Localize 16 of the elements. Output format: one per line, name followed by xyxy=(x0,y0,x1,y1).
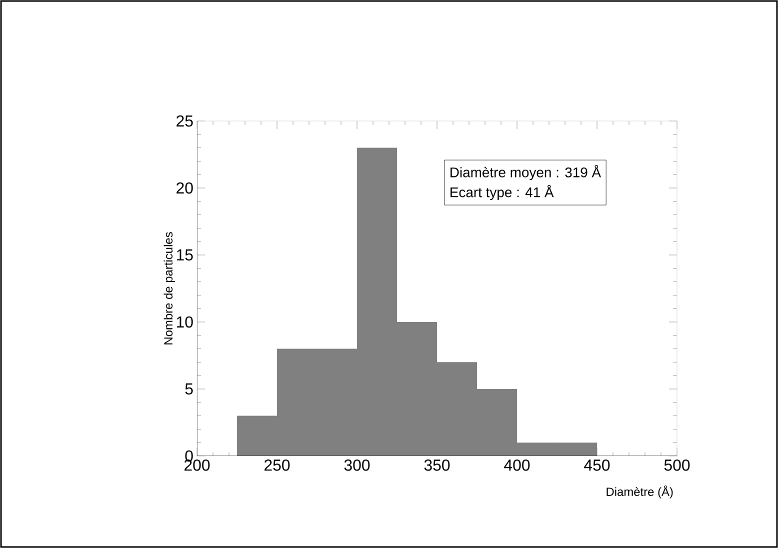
x-tick-label: 350 xyxy=(424,460,450,471)
x-tick-label: 250 xyxy=(264,460,290,471)
y-axis-title: Nombre de particules xyxy=(164,232,175,344)
y-tick-label: 20 xyxy=(176,182,193,194)
x-tick-label: 200 xyxy=(184,460,210,471)
x-tick-label: 400 xyxy=(504,460,530,471)
y-tick-label: 15 xyxy=(176,249,193,261)
x-axis-title: Diamètre (Å) xyxy=(606,486,673,498)
y-tick-label: 5 xyxy=(185,383,193,395)
annotation: Ecart type : 41 Å xyxy=(450,184,554,200)
y-tick-label: 25 xyxy=(176,115,193,127)
annotation: Diamètre moyen : 319 Å xyxy=(450,165,602,180)
x-tick-label: 500 xyxy=(664,460,690,471)
x-tick-label: 450 xyxy=(584,460,610,471)
x-tick-label: 300 xyxy=(344,460,370,471)
y-tick-label: 10 xyxy=(176,316,193,328)
